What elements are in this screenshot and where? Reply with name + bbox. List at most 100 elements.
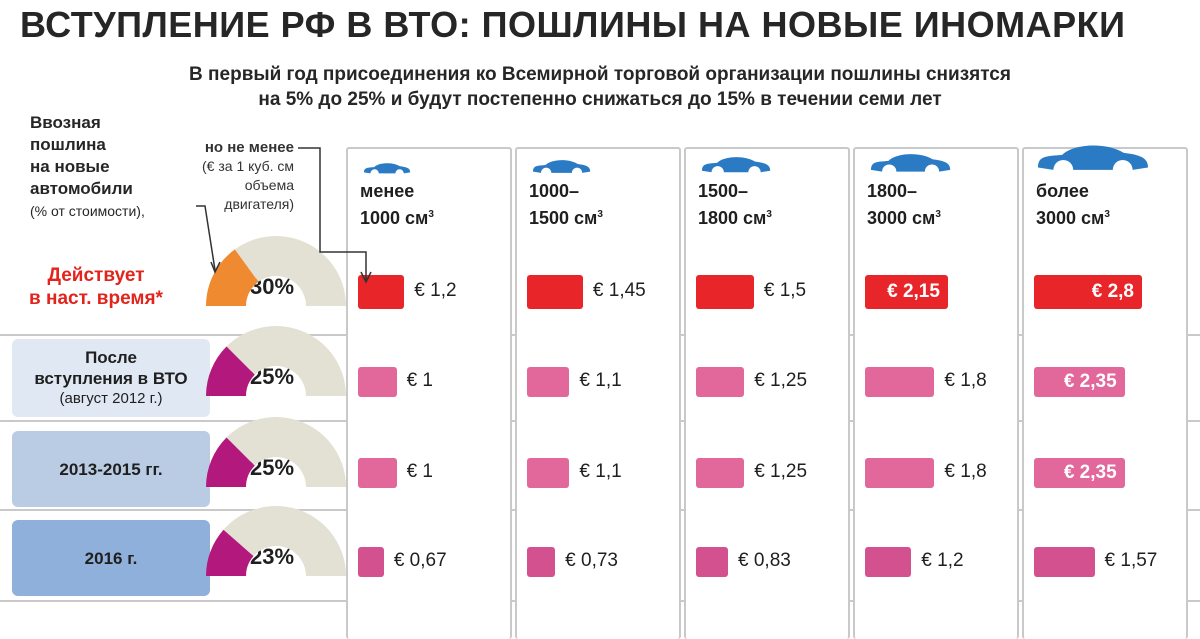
- duty-bar: [358, 458, 397, 488]
- duty-bar: [696, 458, 745, 488]
- subtitle-line-1: В первый год присоединения ко Всемирной …: [189, 64, 1011, 85]
- bar-value-label: € 0,83: [738, 550, 791, 571]
- row-label-period: 2013-2015 гг.: [12, 431, 210, 507]
- car-icon: [871, 154, 951, 172]
- bar-value-label: € 1,45: [592, 280, 646, 301]
- duty-bar: [865, 547, 912, 577]
- category-label-line-2: 1500 см3: [529, 208, 603, 228]
- bar-value-label: € 2,8: [1091, 281, 1134, 302]
- category-label: более 3000 см3: [1036, 180, 1110, 230]
- legend-min-line-4: двигателя): [224, 196, 294, 212]
- duty-bar: [865, 367, 935, 397]
- bar-value-label: € 0,67: [393, 550, 447, 571]
- bar-value-label: € 0,73: [565, 550, 618, 571]
- row-label-line-1: Действует: [47, 265, 145, 286]
- legend-min-line-2: (€ за 1 куб. см: [202, 158, 294, 174]
- row-label-line-2: вступления в ВТО: [34, 369, 188, 388]
- bar-value-label: € 1,8: [944, 461, 987, 482]
- duty-bar: [527, 275, 583, 309]
- car-icon: [702, 157, 771, 173]
- duty-bar: [358, 367, 397, 397]
- category-label-unit-sup: 3: [597, 209, 603, 220]
- bar-value-label: € 1,5: [763, 280, 807, 301]
- subtitle-line-2: на 5% до 25% и будут постепенно снижатьс…: [258, 89, 942, 110]
- row-label-line-3: (август 2012 г.): [59, 390, 163, 407]
- bar-value-label: € 1,1: [579, 370, 622, 391]
- chart-title: ВСТУПЛЕНИЕ РФ В ВТО: ПОШЛИНЫ НА НОВЫЕ ИН…: [20, 4, 1126, 45]
- car-icon: [533, 160, 591, 173]
- category-label: 1800– 3000 см3: [867, 180, 941, 230]
- gauge-track: [226, 417, 346, 487]
- legend-min-line-1: но не менее: [204, 139, 294, 156]
- category-label-line-1: 1500–: [698, 181, 749, 201]
- duty-bar: [358, 547, 384, 577]
- bar-value-label: € 1,57: [1104, 550, 1158, 571]
- legend-min-label: но не менее (€ за 1 куб. см объема двига…: [166, 138, 294, 214]
- category-label-line-1: менее: [360, 181, 415, 201]
- bar-value-label: € 1,2: [921, 550, 964, 571]
- duty-pointer-arrow: [210, 261, 221, 274]
- duty-bar-with-label: € 2,35: [1034, 367, 1125, 397]
- legend-duty-line-4: автомобили: [30, 179, 133, 198]
- category-label-line-2: 1000 см3: [360, 208, 434, 228]
- bar-value-label: € 2,15: [887, 281, 940, 302]
- category-label-line-2: 3000 см3: [1036, 208, 1110, 228]
- category-label-line-2: 1800 см3: [698, 208, 772, 228]
- gauge-track: [234, 236, 346, 306]
- bar-value-label: € 1,2: [414, 280, 457, 301]
- category-label-unit-sup: 3: [935, 209, 941, 220]
- category-label-line-2: 3000 см3: [867, 208, 941, 228]
- category-label: менее 1000 см3: [360, 180, 434, 230]
- legend-duty-line-3: на новые: [30, 157, 110, 176]
- duty-bar: [696, 547, 728, 577]
- car-icon: [1038, 145, 1148, 170]
- row-label-line-2: в наст. время*: [29, 288, 163, 309]
- min-pointer-arrow: [360, 271, 372, 284]
- category-label-unit-sup: 3: [428, 209, 434, 220]
- category-label-line-1: 1800–: [867, 181, 918, 201]
- category-label: 1500– 1800 см3: [698, 180, 772, 230]
- category-label-line-1: 1000–: [529, 181, 580, 201]
- bar-value-label: € 1,25: [754, 370, 808, 391]
- duty-bar: [527, 367, 570, 397]
- legend-min-line-3: объема: [244, 177, 294, 193]
- bar-value-label: € 2,35: [1063, 462, 1117, 483]
- gauge-fill: [206, 529, 254, 576]
- duty-bar: [1034, 547, 1095, 577]
- duty-bar: [527, 458, 570, 488]
- chart-subtitle: В первый год присоединения ко Всемирной …: [0, 62, 1200, 112]
- duty-pointer-line: [196, 205, 216, 271]
- duty-bar: [527, 547, 556, 577]
- gauge-track: [223, 506, 346, 576]
- bar-value-label: € 1: [406, 370, 433, 391]
- row-label-period: После вступления в ВТО (август 2012 г.): [12, 339, 210, 417]
- row-label-current: Действует в наст. время*: [22, 264, 170, 310]
- gauge-fill: [206, 437, 255, 487]
- row-label-line-1: 2013-2015 гг.: [59, 459, 163, 479]
- legend-duty-line-1: Ввозная: [30, 113, 101, 132]
- legend-duty-sub: (% от стоимости),: [30, 203, 145, 219]
- category-label-unit-sup: 3: [766, 209, 772, 220]
- bar-value-label: € 1: [406, 461, 433, 482]
- row-label-period: 2016 г.: [12, 520, 210, 596]
- row-label-line-1: После: [85, 348, 137, 367]
- bar-value-label: € 2,35: [1063, 371, 1117, 392]
- gauge-track: [226, 326, 346, 396]
- gauge-fill: [205, 249, 259, 306]
- category-label-line-1: более: [1036, 181, 1089, 201]
- row-label-line-1: 2016 г.: [84, 548, 138, 568]
- bar-value-label: € 1,8: [944, 370, 987, 391]
- duty-bar-with-label: € 2,15: [865, 275, 948, 309]
- car-icon: [364, 163, 411, 174]
- duty-bar: [865, 458, 935, 488]
- legend-duty-line-2: пошлина: [30, 135, 106, 154]
- category-label-unit-sup: 3: [1104, 209, 1110, 220]
- gauge-fill: [206, 346, 255, 396]
- category-label: 1000– 1500 см3: [529, 180, 603, 230]
- bar-value-label: € 1,25: [754, 461, 808, 482]
- duty-bar-with-label: € 2,8: [1034, 275, 1142, 309]
- min-pointer-line: [298, 147, 367, 280]
- bar-value-label: € 1,1: [579, 461, 622, 482]
- duty-bar-with-label: € 2,35: [1034, 458, 1125, 488]
